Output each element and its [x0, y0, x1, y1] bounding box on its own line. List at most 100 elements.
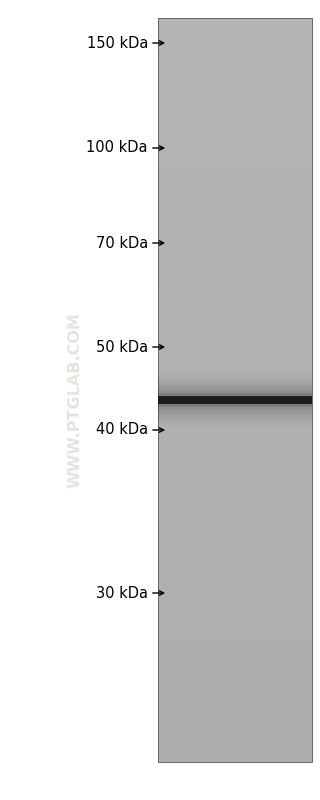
Bar	[158, 174, 312, 182]
Bar	[158, 346, 312, 353]
Bar	[158, 434, 312, 442]
Bar	[158, 114, 312, 122]
Bar	[158, 368, 312, 375]
Bar	[158, 747, 312, 754]
Bar	[158, 382, 312, 390]
Bar	[158, 383, 312, 417]
Bar	[158, 695, 312, 702]
Bar	[158, 658, 312, 666]
Bar	[158, 234, 312, 242]
Bar	[158, 315, 312, 323]
Bar	[158, 718, 312, 725]
Bar	[158, 374, 312, 426]
Bar	[158, 353, 312, 360]
Bar	[158, 546, 312, 554]
Bar	[158, 122, 312, 130]
Bar	[158, 182, 312, 189]
Bar	[158, 591, 312, 598]
Bar	[158, 412, 312, 420]
Text: WWW.PTGLAB.COM: WWW.PTGLAB.COM	[68, 312, 83, 488]
Bar	[158, 390, 312, 398]
Bar	[158, 100, 312, 107]
Bar	[158, 486, 312, 494]
Bar	[158, 85, 312, 93]
Text: 40 kDa: 40 kDa	[96, 422, 148, 438]
Bar	[158, 26, 312, 33]
Bar	[158, 386, 312, 414]
Bar	[158, 211, 312, 219]
Bar	[158, 398, 312, 405]
Bar	[158, 710, 312, 718]
Bar	[158, 152, 312, 159]
Bar	[158, 278, 312, 286]
Bar	[158, 92, 312, 100]
Bar	[158, 666, 312, 673]
Bar	[158, 78, 312, 85]
Text: 30 kDa: 30 kDa	[96, 586, 148, 601]
Bar	[158, 673, 312, 680]
Bar	[158, 33, 312, 40]
Bar	[158, 576, 312, 583]
Bar	[158, 472, 312, 479]
Bar	[158, 650, 312, 658]
Bar	[158, 242, 312, 249]
Bar	[158, 502, 312, 509]
Bar	[158, 680, 312, 688]
Bar	[158, 271, 312, 278]
Bar	[158, 70, 312, 78]
Bar	[158, 740, 312, 747]
Bar	[158, 55, 312, 62]
Bar	[158, 390, 312, 410]
Bar	[158, 598, 312, 606]
Bar	[158, 360, 312, 368]
Bar	[158, 256, 312, 263]
Bar	[158, 396, 312, 404]
Bar	[158, 301, 312, 308]
Bar	[158, 479, 312, 486]
Text: 150 kDa: 150 kDa	[87, 35, 148, 50]
Bar	[158, 204, 312, 211]
Bar	[158, 621, 312, 628]
Bar	[158, 145, 312, 152]
Bar	[158, 517, 312, 524]
Bar	[158, 308, 312, 315]
Bar	[158, 464, 312, 472]
Bar	[158, 509, 312, 517]
Bar	[158, 725, 312, 732]
Bar	[158, 159, 312, 166]
Bar	[158, 628, 312, 635]
Bar	[158, 569, 312, 576]
Bar	[158, 539, 312, 546]
Bar	[158, 450, 312, 457]
Bar	[158, 130, 312, 137]
Bar	[158, 614, 312, 621]
Bar	[158, 606, 312, 614]
Bar	[158, 531, 312, 539]
Bar	[158, 583, 312, 591]
Bar	[158, 263, 312, 271]
Bar	[158, 137, 312, 145]
Bar	[158, 393, 312, 407]
Bar	[158, 338, 312, 346]
Bar	[158, 330, 312, 338]
Bar	[158, 197, 312, 204]
Bar	[158, 702, 312, 710]
Bar	[158, 189, 312, 197]
Bar	[158, 420, 312, 427]
Bar	[158, 48, 312, 55]
Bar	[158, 249, 312, 256]
Bar	[158, 754, 312, 762]
Bar	[158, 635, 312, 643]
Bar	[158, 107, 312, 114]
Bar	[158, 688, 312, 695]
Bar	[158, 377, 312, 423]
Bar	[158, 18, 312, 26]
Bar	[158, 524, 312, 531]
Bar	[158, 286, 312, 294]
Bar	[158, 380, 312, 420]
Bar	[158, 732, 312, 740]
Text: 50 kDa: 50 kDa	[96, 339, 148, 354]
Bar	[158, 554, 312, 561]
Bar	[158, 561, 312, 569]
Text: 100 kDa: 100 kDa	[86, 141, 148, 155]
